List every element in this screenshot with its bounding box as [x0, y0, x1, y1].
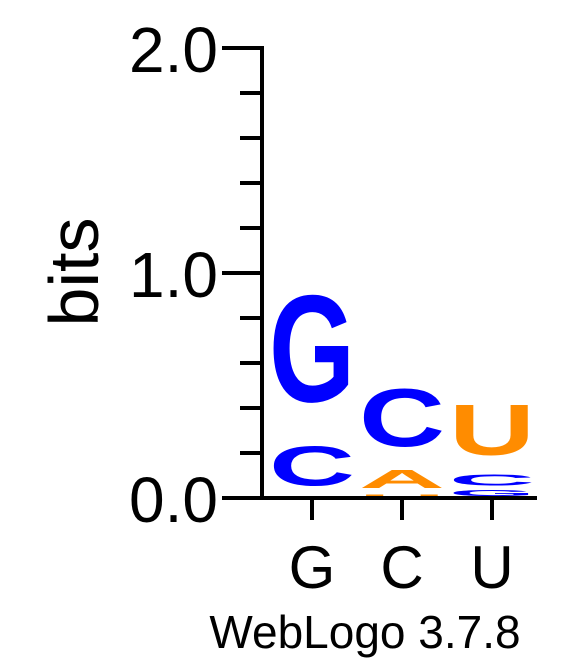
y-tick-label: 0.0: [129, 464, 218, 536]
logo-letter-U: U: [449, 390, 535, 471]
logo-letter-A: A: [359, 464, 445, 493]
x-tick-label: G: [289, 534, 336, 601]
y-tick-label: 1.0: [129, 239, 218, 311]
x-tick-label: U: [470, 534, 513, 601]
stack-position-1: CG: [269, 264, 355, 498]
logo-letter-C: C: [449, 471, 535, 489]
logo-letter-C: C: [269, 435, 355, 498]
x-tick-label: C: [380, 534, 423, 601]
stack-position-2: UAC: [359, 371, 445, 498]
y-axis: 0.0 1.0 2.0: [129, 14, 264, 536]
logo-letter-G: G: [269, 264, 355, 435]
logo-letter-C: C: [359, 371, 445, 464]
stack-position-3: GCU: [449, 390, 535, 498]
logo-letter-G: G: [449, 489, 535, 498]
y-tick-label: 2.0: [129, 14, 218, 86]
logo-letter-U: U: [359, 493, 445, 497]
footer-credit: WebLogo 3.7.8: [209, 606, 520, 658]
y-axis-label: bits: [35, 218, 113, 327]
